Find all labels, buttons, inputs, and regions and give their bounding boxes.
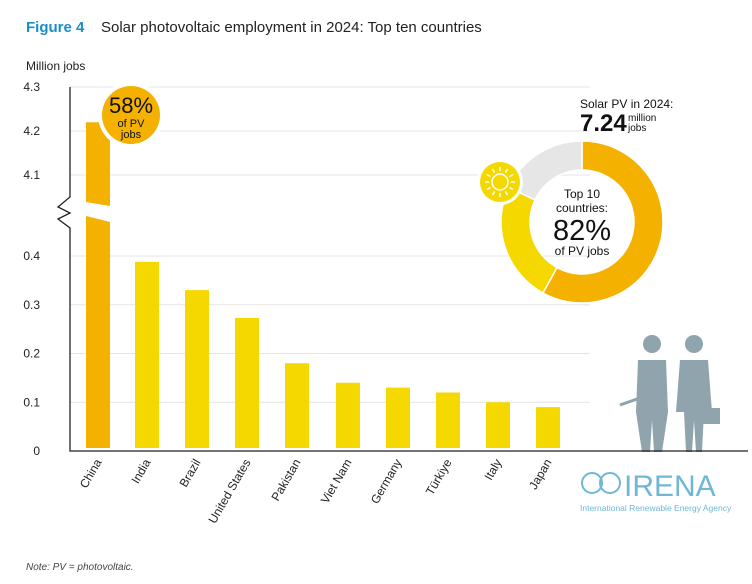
bar-india <box>135 261 159 448</box>
x-tick-label: India <box>128 456 153 486</box>
irena-logo-icon <box>599 472 621 494</box>
bar-pakistan <box>285 363 309 448</box>
callout-text: jobs <box>120 129 142 141</box>
y-axis-label: Million jobs <box>26 59 86 73</box>
bar-türkiye <box>436 392 460 448</box>
businessman-icon-body <box>676 360 712 452</box>
x-tick-label: Pakistan <box>268 457 303 504</box>
bar-japan <box>536 407 560 448</box>
chart-title: Solar photovoltaic employment in 2024: T… <box>101 19 482 36</box>
briefcase-icon <box>700 408 720 424</box>
sun-icon <box>480 162 520 202</box>
donut-center-text: Top 10 <box>564 187 600 201</box>
sun-ray <box>504 168 509 173</box>
x-tick-label: United States <box>205 457 253 526</box>
y-tick-label: 4.3 <box>23 80 40 94</box>
y-tick-label: 0 <box>33 444 40 458</box>
x-tick-label: Viet Nam <box>318 457 355 507</box>
businessman-icon-head <box>685 335 703 353</box>
bar-italy <box>486 402 510 448</box>
bar-china-upper <box>86 122 110 206</box>
donut-total: 7.24 <box>580 110 627 137</box>
sun-ray <box>491 168 496 173</box>
y-tick-label: 4.2 <box>23 124 40 138</box>
y-axis <box>56 87 590 452</box>
callout-text: of PV <box>118 118 146 130</box>
y-tick-label: 4.1 <box>23 168 40 182</box>
sun-ray <box>509 186 514 191</box>
x-tick-label: Türkiye <box>423 456 455 497</box>
x-tick-label: Brazil <box>176 457 203 490</box>
sun-icon-core <box>491 173 509 191</box>
bar-united-states <box>235 317 259 448</box>
x-tick-label: Italy <box>481 457 504 483</box>
bar-germany <box>386 387 410 448</box>
callout-circle <box>102 86 160 144</box>
figure-label: Figure 4 <box>26 19 85 36</box>
x-tick-label: China <box>77 456 105 490</box>
irena-logo-icon <box>581 472 603 494</box>
donut-center-text: countries: <box>556 201 608 215</box>
bar-china-lower <box>86 216 110 448</box>
irena-logo-subtitle: International Renewable Energy Agency <box>580 503 732 513</box>
x-tick-label: Japan <box>526 457 554 492</box>
y-tick-label: 0.2 <box>23 347 40 361</box>
donut-center-value: 82% <box>553 215 611 247</box>
sun-ray <box>509 173 514 178</box>
x-tick-label: Germany <box>368 457 405 507</box>
irena-logo-text: IRENA <box>624 470 716 503</box>
sun-ray <box>491 191 496 196</box>
wrench-icon <box>619 396 641 407</box>
y-tick-label: 0.1 <box>23 395 40 409</box>
sun-ray <box>486 173 491 178</box>
donut-header: Solar PV in 2024: <box>580 97 673 111</box>
y-tick-label: 0.4 <box>23 249 40 263</box>
bar-brazil <box>185 290 209 448</box>
footnote: Note: PV = photovoltaic. <box>26 562 134 573</box>
donut-slice-other-top-10 <box>500 186 558 295</box>
y-tick-label: 0.3 <box>23 298 40 312</box>
donut-unit: million <box>628 113 656 124</box>
bar-viet-nam <box>336 382 360 448</box>
donut-unit: jobs <box>627 123 646 134</box>
donut-slice-rest-of-world <box>507 140 583 201</box>
sun-ray <box>504 191 509 196</box>
worker-icon-body <box>636 360 668 452</box>
callout-value: 58% <box>109 93 153 118</box>
donut-center-text: of PV jobs <box>555 244 610 258</box>
worker-icon-head <box>643 335 661 353</box>
sun-ray <box>486 186 491 191</box>
donut-slice-china <box>541 140 664 304</box>
